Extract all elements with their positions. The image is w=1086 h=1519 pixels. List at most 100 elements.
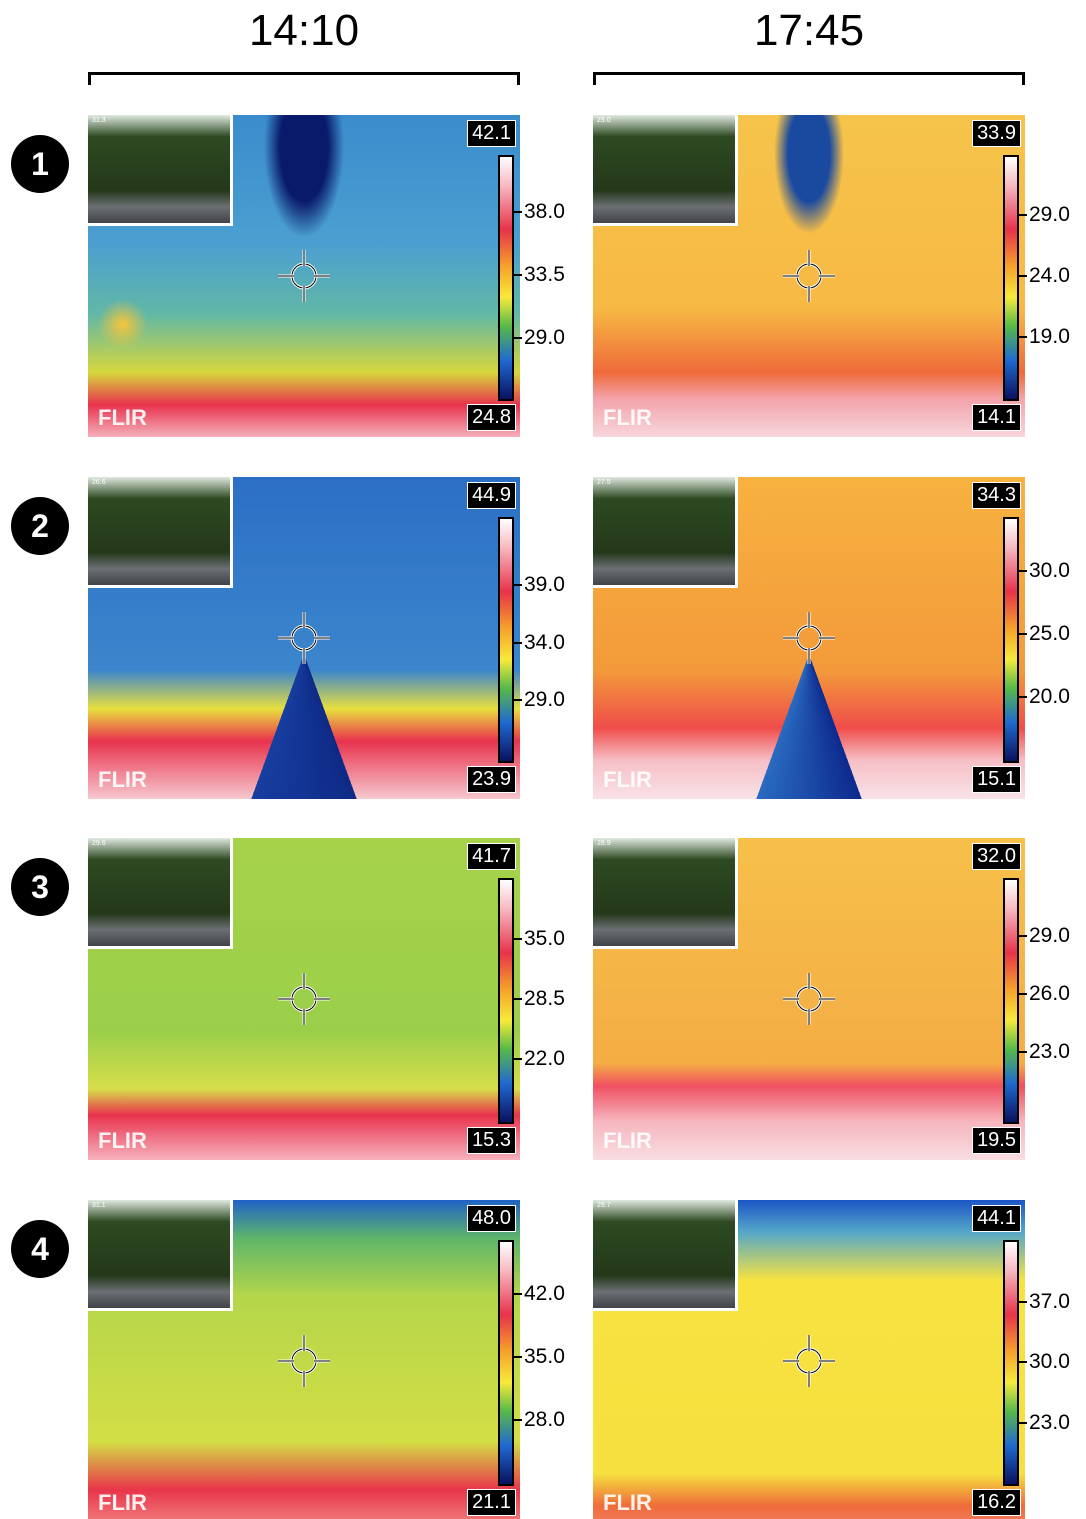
tick-label: 23.0 [1029,1040,1070,1064]
flir-logo: FLIR [98,767,147,792]
tick-label: 22.0 [524,1046,565,1070]
flir-logo: FLIR [98,405,147,430]
thermal-image: 31.3 FLIR 42.1 24.8 [88,115,520,437]
inset-temp: 27.5 [597,479,611,486]
tick-label: 39.0 [524,572,565,596]
tick-mark [514,1057,522,1060]
inset-photo: 28.9 [593,838,738,949]
tick-mark [514,699,522,702]
max-temp: 33.9 [972,120,1021,147]
max-temp: 44.1 [972,1205,1021,1232]
inset-photo: 27.5 [593,477,738,588]
tick-mark [514,337,522,340]
tick-label: 38.0 [524,200,565,224]
color-scale [1003,155,1019,401]
bracket [88,72,520,85]
inset-temp: 31.3 [92,117,106,124]
tick-mark [514,641,522,644]
color-scale [498,1240,514,1486]
thermal-image: 28.9 FLIR 32.0 19.5 [593,838,1025,1160]
thermal-image: 29.7 FLIR 44.1 16.2 [593,1200,1025,1519]
tick-mark [514,583,522,586]
tick-mark [1019,213,1027,216]
tick-label: 26.0 [1029,982,1070,1006]
tick-mark [1019,1361,1027,1364]
flir-logo: FLIR [98,1128,147,1153]
flir-logo: FLIR [603,1128,652,1153]
crosshair [278,250,330,302]
thermal-image: 29.0 FLIR 33.9 14.1 [593,115,1025,437]
inset-temp: 29.6 [92,840,106,847]
inset-temp: 26.6 [92,479,106,486]
inset-photo: 31.3 [88,115,233,226]
tick-mark [514,1292,522,1295]
tick-label: 42.0 [524,1281,565,1305]
tick-mark [1019,336,1027,339]
min-temp: 23.9 [467,766,516,793]
max-temp: 32.0 [972,843,1021,870]
tick-mark [1019,570,1027,573]
thermal-image: 27.5 FLIR 34.3 15.1 [593,477,1025,799]
flir-logo: FLIR [603,767,652,792]
max-temp: 34.3 [972,482,1021,509]
flir-logo: FLIR [98,1490,147,1515]
inset-photo: 31.1 [88,1200,233,1311]
max-temp: 48.0 [467,1205,516,1232]
tick-label: 28.5 [524,987,565,1010]
inset-temp: 29.0 [597,117,611,124]
crosshair [278,973,330,1025]
thermal-image: 26.6 FLIR 44.9 23.9 [88,477,520,799]
inset-temp: 29.7 [597,1202,611,1209]
min-temp: 15.1 [972,766,1021,793]
max-temp: 42.1 [467,120,516,147]
crosshair [783,612,835,664]
color-scale [498,878,514,1124]
tick-mark [1019,993,1027,996]
tick-label: 25.0 [1029,622,1070,646]
tick-mark [1019,935,1027,938]
tick-label: 24.0 [1029,264,1070,287]
flir-logo: FLIR [603,405,652,430]
crosshair [783,1335,835,1387]
tick-label: 29.0 [524,688,565,712]
crosshair [278,612,330,664]
inset-photo: 26.6 [88,477,233,588]
tick-mark [1019,275,1027,277]
tick-mark [1019,696,1027,699]
tick-label: 30.0 [1029,559,1070,583]
tick-label: 30.0 [1029,1350,1070,1374]
row-number: 3 [11,858,69,916]
tick-label: 20.0 [1029,685,1070,709]
row-number: 1 [11,135,69,193]
tick-mark [514,274,522,277]
tick-mark [1019,1300,1027,1303]
tick-label: 35.0 [524,1344,565,1368]
flir-logo: FLIR [603,1490,652,1515]
tick-label: 23.0 [1029,1411,1070,1435]
tick-mark [1019,1051,1027,1054]
inset-temp: 28.9 [597,840,611,847]
row-number: 2 [11,497,69,555]
min-temp: 14.1 [972,404,1021,431]
thermal-image: 31.1 FLIR 48.0 21.1 [88,1200,520,1519]
min-temp: 24.8 [467,404,516,431]
tick-mark [514,211,522,214]
color-scale [1003,517,1019,763]
min-temp: 19.5 [972,1127,1021,1154]
tick-label: 37.0 [1029,1289,1070,1313]
crosshair [783,250,835,302]
tick-label: 19.0 [1029,325,1070,349]
inset-photo: 29.7 [593,1200,738,1311]
min-temp: 16.2 [972,1489,1021,1516]
tick-mark [514,998,522,1000]
color-scale [1003,1240,1019,1486]
crosshair [278,1335,330,1387]
tick-mark [514,938,522,941]
inset-photo: 29.6 [88,838,233,949]
column-title: 14:10 [248,6,360,55]
inset-photo: 29.0 [593,115,738,226]
thermal-image: 29.6 FLIR 41.7 15.3 [88,838,520,1160]
tick-label: 29.0 [524,326,565,350]
min-temp: 21.1 [467,1489,516,1516]
